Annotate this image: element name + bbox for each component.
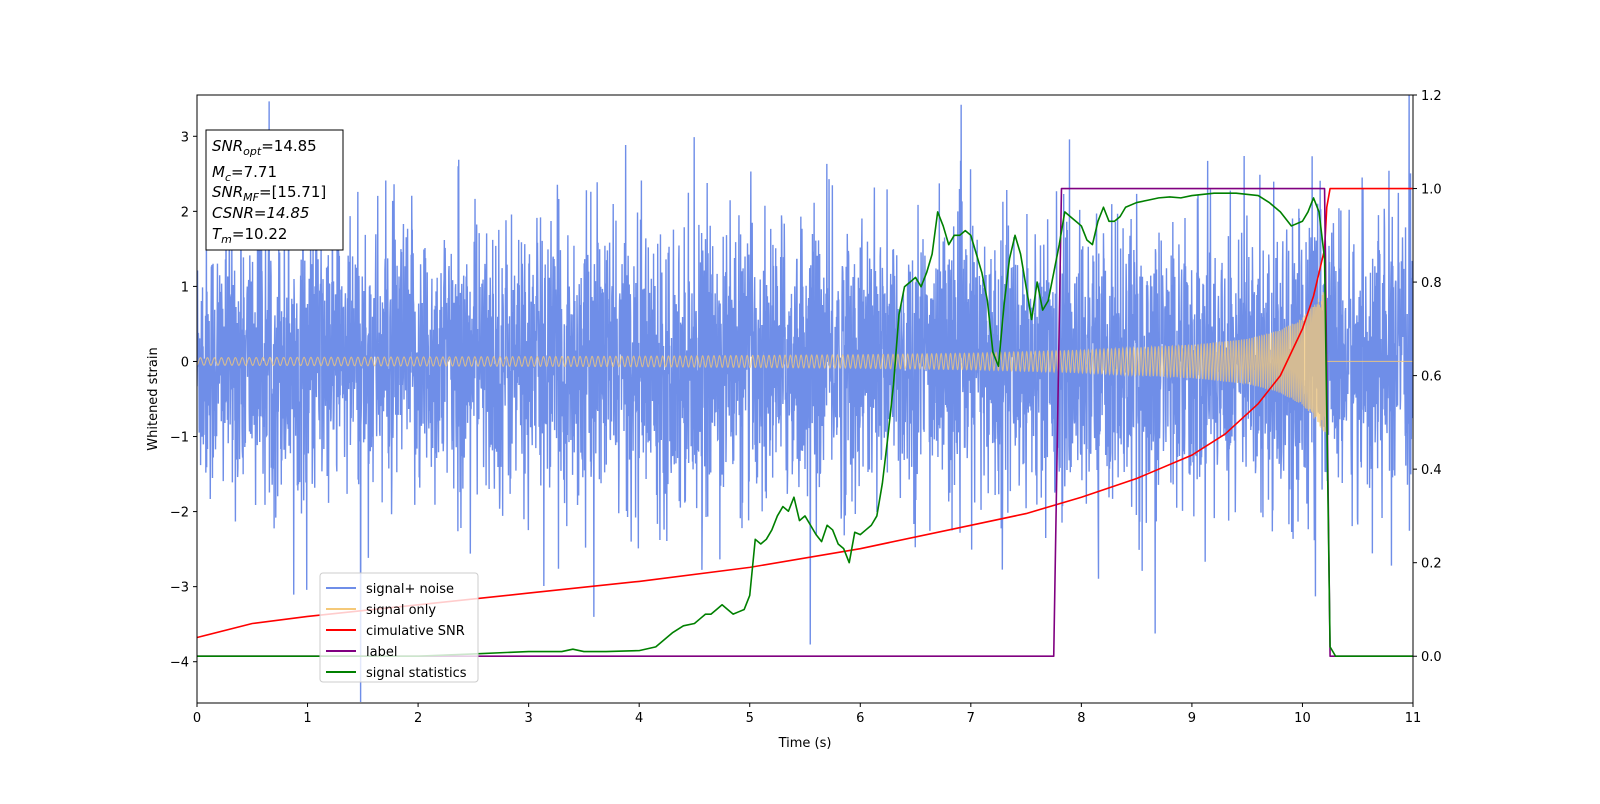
x-tick-label: 4	[635, 711, 643, 726]
x-tick-label: 6	[856, 711, 864, 726]
y-tick-left-label: −1	[170, 431, 189, 446]
info-tm: Tm=10.22	[212, 225, 287, 246]
legend-label: signal only	[366, 603, 436, 618]
x-tick-label: 10	[1294, 711, 1311, 726]
x-tick-label: 11	[1405, 711, 1422, 726]
x-tick-label: 5	[746, 711, 754, 726]
x-tick-label: 1	[303, 711, 311, 726]
legend-label: signal statistics	[366, 666, 467, 681]
x-tick-label: 0	[193, 711, 201, 726]
y-tick-left-label: −4	[170, 656, 189, 671]
legend-label: cimulative SNR	[366, 624, 465, 639]
y-tick-left-label: −2	[170, 506, 189, 521]
y-tick-left-label: 0	[181, 355, 189, 370]
legend-label: label	[366, 645, 397, 660]
x-tick-label: 2	[414, 711, 422, 726]
y-tick-right-label: 0.8	[1421, 276, 1442, 291]
info-box: SNRopt=14.85 Mc=7.71 SNRMF=[15.71] CSNR=…	[205, 129, 344, 251]
y-axis-label: Whitened strain	[146, 347, 161, 450]
y-tick-left-label: 2	[181, 205, 189, 220]
x-tick-label: 7	[967, 711, 975, 726]
info-snr-opt: SNRopt=14.85	[212, 137, 317, 158]
series-signal-only	[197, 288, 1413, 435]
y-tick-right-label: 1.0	[1421, 183, 1442, 198]
x-axis-label: Time (s)	[778, 736, 832, 751]
axes: 0 1 2 3 4 5 6 7 8 9 10 113210−1−2−3−41.21.00.80.60.…	[170, 89, 1442, 726]
series-signal-statistics	[197, 192, 1413, 658]
y-tick-left-label: −3	[170, 581, 189, 596]
info-snr-mf: SNRMF=[15.71]	[212, 183, 326, 204]
y-tick-left-label: 1	[181, 280, 189, 295]
legend: signal+ noise signal only cimulative SNR la…	[319, 572, 479, 683]
y-tick-left-label: 3	[181, 130, 189, 145]
info-box-frame	[205, 129, 344, 251]
y-tick-right-label: 0.0	[1421, 650, 1442, 665]
info-csnr: CSNR=14.85	[212, 204, 309, 222]
y-tick-right-label: 0.6	[1421, 370, 1442, 385]
legend-frame	[319, 572, 479, 683]
y-tick-right-label: 0.4	[1421, 463, 1442, 478]
y-tick-right-label: 0.2	[1421, 557, 1442, 572]
legend-label: signal+ noise	[366, 582, 454, 597]
x-tick-label: 3	[524, 711, 532, 726]
info-mc: Mc=7.71	[212, 163, 277, 184]
y-tick-right-label: 1.2	[1421, 89, 1442, 104]
x-tick-label: 8	[1077, 711, 1085, 726]
series-signal-plus-noise	[197, 95, 1413, 702]
x-tick-label: 9	[1188, 711, 1196, 726]
plot-frame	[196, 94, 1414, 704]
